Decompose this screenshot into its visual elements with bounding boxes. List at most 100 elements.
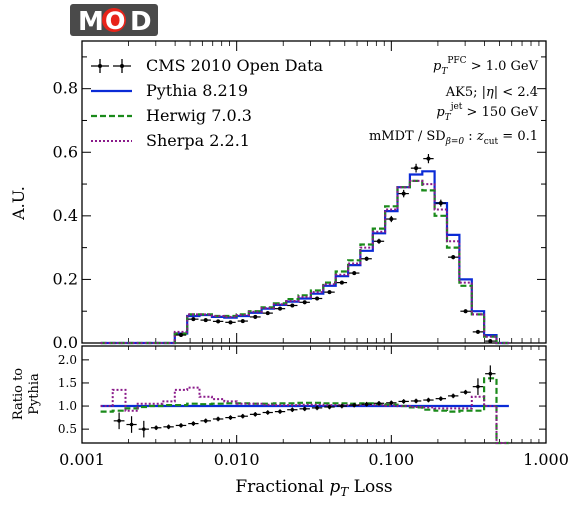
x-axis-label: Fractional pT Loss <box>235 477 392 499</box>
ratio-data-point <box>253 412 258 417</box>
ratio-data-point <box>302 407 307 411</box>
data-point <box>327 290 332 295</box>
data-point <box>438 201 443 206</box>
ratio-plot-area <box>100 365 509 445</box>
ratio-data-point <box>451 394 455 398</box>
x-tick-label: 1.000 <box>523 450 569 469</box>
data-point <box>278 306 283 311</box>
data-point <box>302 300 307 305</box>
x-tick-label: 0.001 <box>59 450 105 469</box>
ratio-data-point <box>389 401 394 405</box>
ratio-data-point <box>203 419 208 423</box>
annotations: pTPFC > 1.0 GeV AK5; |η| < 2.4 pTjet > 150… <box>369 56 539 147</box>
annotation-line-4: mMDT / SDβ=0 : zcut = 0.1 <box>369 129 538 147</box>
ratio-axis-label-line1: Ratio to <box>11 368 26 420</box>
legend: CMS 2010 Open Data Pythia 8.219 Herwig 7.0… <box>91 56 323 150</box>
ratio-data-point <box>191 421 196 426</box>
data-point <box>203 318 208 323</box>
ratio-data-point <box>414 399 418 403</box>
x-tick-label: 0.100 <box>368 450 414 469</box>
logo-letter-d: D <box>130 7 152 37</box>
data-point <box>339 280 344 285</box>
ratio-data-point <box>352 403 357 407</box>
ratio-data-point <box>401 399 406 404</box>
data-point <box>191 317 196 322</box>
ratio-tick-label: 2.0 <box>58 353 77 367</box>
ratio-y-ticks: 0.5 1.0 1.5 2.0 <box>58 353 546 436</box>
annotation-line-2: AK5; |η| < 2.4 <box>445 85 538 100</box>
legend-label-pythia-8-219: Pythia 8.219 <box>146 81 248 100</box>
ratio-data-point <box>216 417 220 421</box>
y-tick-label: 0.6 <box>53 142 78 161</box>
data-point <box>414 166 419 171</box>
data-point <box>315 296 320 301</box>
ratio-data-point <box>228 415 233 420</box>
legend-label-cms-2010-open-data: CMS 2010 Open Data <box>146 56 323 75</box>
ratio-data-point <box>426 398 431 402</box>
annotation-line-1: pTPFC > 1.0 GeV <box>433 56 539 77</box>
y-tick-label: 0.0 <box>53 333 78 352</box>
ratio-data-point <box>290 407 295 412</box>
ratio-data-point <box>265 410 270 415</box>
mod-logo: M O D <box>70 4 158 37</box>
ratio-data-point <box>166 425 171 429</box>
ratio-tick-label: 1.5 <box>58 376 77 390</box>
ratio-data-point <box>488 371 493 376</box>
y-tick-label: 0.4 <box>53 206 78 225</box>
ratio-data-point <box>340 404 344 408</box>
ratio-data-point <box>476 384 480 389</box>
data-point <box>240 319 245 324</box>
data-point <box>253 314 258 319</box>
legend-marker-cms-2010-open-data <box>98 64 102 68</box>
data-point <box>376 239 381 244</box>
x-tick-label: 0.010 <box>214 450 260 469</box>
x-ticks: 0.001 0.010 0.100 1.000 <box>59 41 569 469</box>
data-point <box>426 156 431 161</box>
ratio-data-point <box>129 422 134 427</box>
data-point <box>364 256 369 261</box>
top-panel-frame <box>81 40 547 344</box>
data-point <box>401 191 406 196</box>
data-point <box>216 319 221 324</box>
ratio-data-point <box>240 414 245 419</box>
data-point <box>265 311 270 316</box>
data-point <box>451 255 456 260</box>
ratio-data-point <box>154 425 158 430</box>
data-point <box>179 333 184 338</box>
series-pythia-8-219-step <box>100 170 509 345</box>
legend-marker-cms-2010-open-data <box>120 64 124 68</box>
ratio-data-point <box>117 419 121 423</box>
ratio-axis-label-line2: Pythia <box>27 373 42 415</box>
data-point <box>463 309 468 314</box>
ratio-data-point <box>142 427 146 431</box>
top-plot-area <box>100 154 509 345</box>
ratio-sherpa-2-2-1-step <box>100 386 509 444</box>
ratio-data-point <box>463 390 468 394</box>
data-point <box>228 320 233 325</box>
data-point <box>475 329 480 334</box>
y-axis-label: A.U. <box>9 186 28 221</box>
data-point <box>389 217 394 222</box>
y-tick-label: 0.8 <box>53 79 78 98</box>
logo-letter-m: M <box>78 7 104 37</box>
y-tick-label: 0.2 <box>53 269 78 288</box>
series-sherpa-2-2-1-step <box>100 179 509 344</box>
data-point <box>352 271 357 276</box>
ratio-data-point <box>278 409 282 414</box>
ratio-data-point <box>364 402 369 407</box>
ratio-data-point <box>377 401 381 406</box>
ratio-data-point <box>179 423 183 428</box>
ratio-tick-label: 1.0 <box>58 399 77 413</box>
ratio-data-point <box>439 396 443 401</box>
ratio-data-point <box>315 406 319 410</box>
ratio-tick-label: 0.5 <box>58 422 77 436</box>
data-point <box>290 303 295 308</box>
legend-label-herwig-7-0-3: Herwig 7.0.3 <box>146 106 252 125</box>
top-y-ticks: 0.0 0.2 0.4 0.6 0.8 <box>53 56 546 352</box>
logo-circle <box>102 8 126 32</box>
ratio-herwig-7-0-3-step <box>100 377 509 445</box>
ratio-panel-frame <box>81 345 547 444</box>
logo-letter-o: O <box>105 7 125 35</box>
ratio-data-point <box>327 405 332 409</box>
